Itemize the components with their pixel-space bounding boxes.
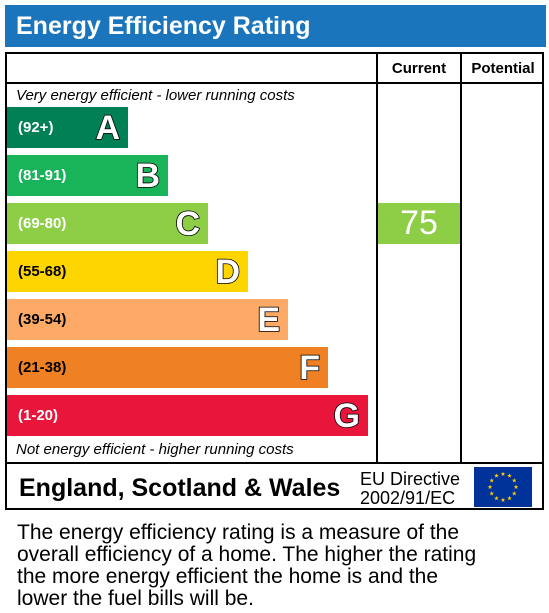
eu-star-icon bbox=[500, 497, 506, 502]
band-range-label: (55-68) bbox=[18, 263, 67, 280]
eu-star-icon bbox=[511, 478, 517, 483]
eu-star-icon bbox=[513, 484, 519, 489]
description-line: lower the fuel bills will be. bbox=[17, 587, 254, 610]
band-range-label: (21-38) bbox=[18, 359, 67, 376]
band-range-label: (81-91) bbox=[18, 167, 67, 184]
band-range-label: (39-54) bbox=[18, 311, 67, 328]
band-letter: E bbox=[257, 300, 281, 340]
band-f: (21-38) F bbox=[7, 347, 328, 388]
eu-star-icon bbox=[489, 491, 495, 496]
eu-star-icon bbox=[507, 495, 512, 501]
band-g: (1-20) G bbox=[7, 395, 368, 436]
band-a: (92+) A bbox=[7, 107, 128, 148]
potential-column-header: Potential bbox=[471, 60, 535, 77]
description: The energy efficiency rating is a measur… bbox=[17, 522, 537, 610]
directive-line-2: 2002/91/EC bbox=[360, 488, 456, 508]
band-range-label: (1-20) bbox=[18, 407, 59, 424]
band-range-label: (69-80) bbox=[18, 215, 67, 232]
band-letter: F bbox=[298, 348, 320, 388]
band-letter: B bbox=[135, 156, 161, 196]
description-line: The energy efficiency rating is a measur… bbox=[17, 521, 460, 544]
current-column-divider bbox=[376, 52, 378, 464]
chart-title: Energy Efficiency Rating bbox=[16, 12, 311, 40]
band-c: (69-80) C bbox=[7, 203, 208, 244]
eu-star-icon bbox=[500, 471, 506, 476]
current-rating-marker: 75 bbox=[378, 203, 460, 244]
eu-star-icon bbox=[507, 473, 512, 478]
top-note: Very energy efficient - lower running co… bbox=[16, 87, 295, 104]
description-line: overall efficiency of a home. The higher… bbox=[17, 543, 477, 566]
header-divider bbox=[5, 82, 544, 84]
potential-column-divider bbox=[460, 52, 462, 464]
band-letter: D bbox=[215, 252, 241, 292]
eu-star-icon bbox=[494, 495, 499, 501]
current-rating-value: 75 bbox=[400, 204, 438, 242]
eu-flag-icon bbox=[474, 467, 532, 507]
band-letter: G bbox=[333, 396, 361, 436]
eu-star-icon bbox=[511, 491, 517, 496]
eu-star-icon bbox=[489, 478, 495, 483]
band-range-label: (92+) bbox=[18, 119, 54, 136]
bottom-note: Not energy efficient - higher running co… bbox=[16, 441, 294, 458]
title-bar: Energy Efficiency Rating bbox=[5, 5, 546, 47]
band-letter: C bbox=[175, 204, 201, 244]
current-column-header: Current bbox=[391, 60, 447, 77]
footer-divider bbox=[5, 462, 544, 464]
eu-star-icon bbox=[487, 484, 493, 489]
rating-frame bbox=[5, 52, 544, 510]
band-b: (81-91) B bbox=[7, 155, 168, 196]
description-line: the more energy efficient the home is an… bbox=[17, 565, 439, 588]
band-e: (39-54) E bbox=[7, 299, 288, 340]
band-letter: A bbox=[95, 108, 121, 148]
band-d: (55-68) D bbox=[7, 251, 248, 292]
eu-star-icon bbox=[494, 473, 499, 478]
directive-line-1: EU Directive bbox=[360, 469, 461, 489]
footer-country: England, Scotland & Wales bbox=[19, 474, 341, 502]
